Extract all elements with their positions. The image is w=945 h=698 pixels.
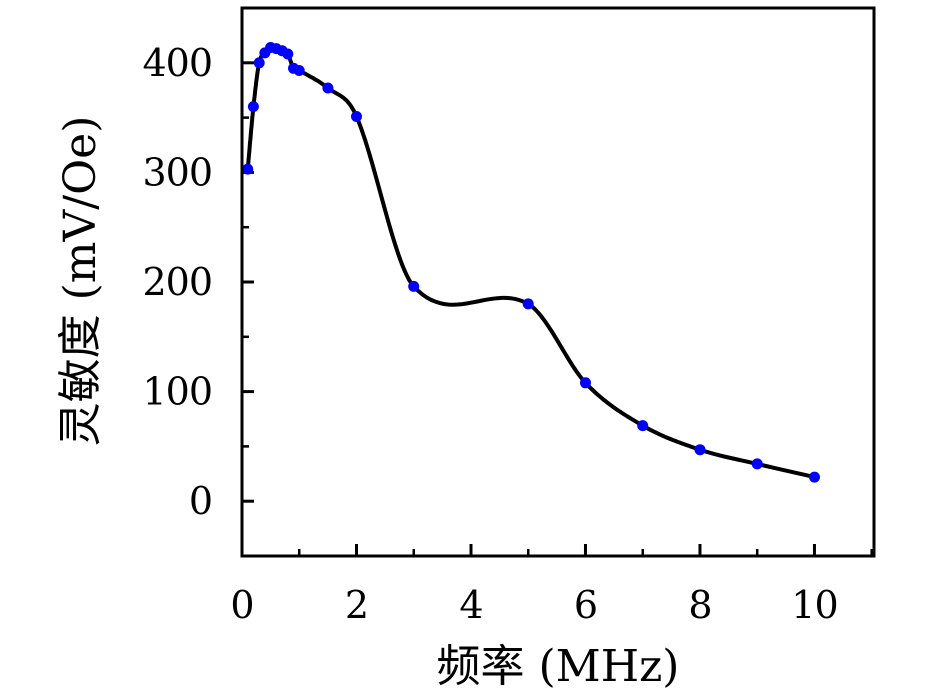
data-point	[522, 298, 534, 310]
x-tick-label: 4	[459, 583, 482, 627]
data-point	[242, 163, 254, 175]
data-point	[408, 280, 420, 292]
data-point	[809, 471, 820, 483]
data-point	[751, 458, 763, 470]
x-tick-label: 2	[345, 583, 368, 627]
x-tick-label: 6	[574, 583, 597, 627]
plot-border	[240, 6, 876, 558]
data-points	[242, 42, 820, 483]
y-tick-label: 100	[142, 370, 212, 414]
y-tick-label: 200	[142, 260, 212, 304]
data-point	[293, 65, 305, 76]
axis-ticks	[240, 61, 873, 556]
data-point	[580, 377, 591, 389]
y-tick-label: 400	[142, 41, 212, 85]
x-tick-label: 10	[791, 583, 837, 627]
data-point	[247, 101, 259, 113]
data-curve	[245, 45, 817, 480]
data-point	[694, 444, 706, 456]
y-tick-label: 300	[142, 150, 212, 194]
data-point	[253, 57, 265, 69]
y-tick-label: 0	[189, 479, 212, 523]
y-axis-label: 灵敏度 (mV/Oe)	[55, 116, 106, 447]
data-point	[637, 420, 649, 432]
data-point	[282, 48, 294, 60]
x-tick-label: 0	[230, 583, 253, 627]
x-axis-label: 频率 (MHz)	[437, 641, 680, 692]
data-point	[351, 111, 362, 122]
data-point	[322, 82, 334, 94]
x-tick-label: 8	[688, 583, 711, 627]
